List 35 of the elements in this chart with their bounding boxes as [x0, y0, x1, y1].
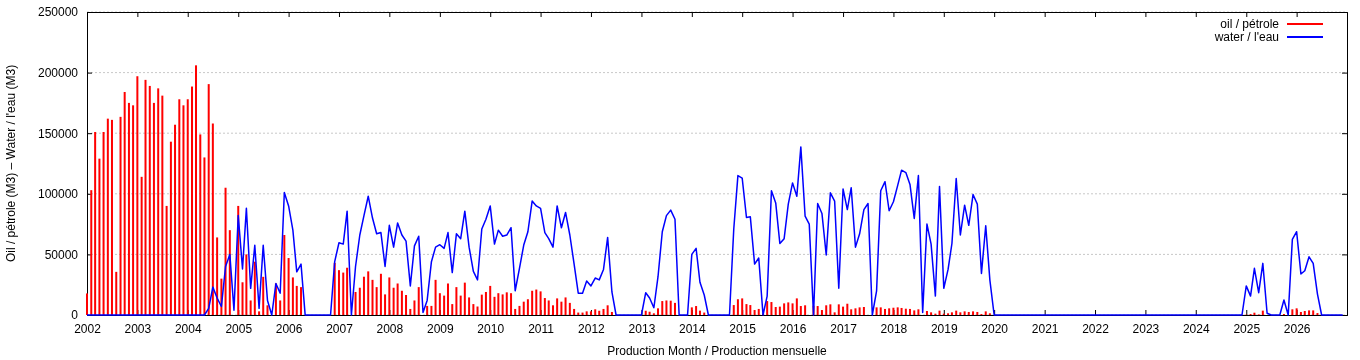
x-tick-label: 2017: [830, 321, 858, 336]
x-tick-label: 2026: [1283, 321, 1311, 336]
x-tick-label: 2006: [275, 321, 303, 336]
x-tick-label: 2010: [477, 321, 505, 336]
x-tick-label: 2009: [426, 321, 455, 336]
x-tick-label: 2013: [628, 321, 656, 336]
x-tick-label: 2014: [678, 321, 706, 336]
x-tick-label: 2002: [74, 321, 102, 336]
x-tick-label: 2021: [1031, 321, 1059, 336]
x-axis-title: Production Month / Production mensuelle: [607, 344, 828, 358]
legend-label: oil / pétrole: [1220, 17, 1280, 31]
x-tick-label: 2022: [1082, 321, 1110, 336]
x-tick-label: 2015: [729, 321, 757, 336]
y-tick-label: 200000: [37, 65, 79, 80]
legend-label: water / l'eau: [1213, 30, 1279, 44]
y-axis-title: Oil / pétrole (M3) – Water / l'eau (M3): [4, 64, 18, 263]
x-tick-label: 2004: [174, 321, 202, 336]
y-tick-label: 250000: [37, 5, 79, 20]
x-tick-label: 2016: [779, 321, 807, 336]
x-tick-label: 2020: [981, 321, 1009, 336]
x-tick-label: 2003: [124, 321, 152, 336]
x-tick-label: 2018: [880, 321, 908, 336]
y-tick-label: 50000: [44, 247, 79, 262]
y-tick-label: 150000: [37, 126, 79, 141]
x-tick-label: 2019: [930, 321, 958, 336]
x-tick-label: 2011: [528, 321, 555, 336]
y-tick-label: 0: [71, 308, 79, 323]
x-tick-label: 2024: [1182, 321, 1210, 336]
x-tick-label: 2007: [326, 321, 354, 336]
x-tick-label: 2005: [225, 321, 253, 336]
x-tick-label: 2008: [376, 321, 404, 336]
y-tick-label: 100000: [37, 187, 79, 202]
x-tick-label: 2025: [1233, 321, 1261, 336]
x-tick-label: 2023: [1132, 321, 1160, 336]
x-tick-label: 2012: [578, 321, 606, 336]
